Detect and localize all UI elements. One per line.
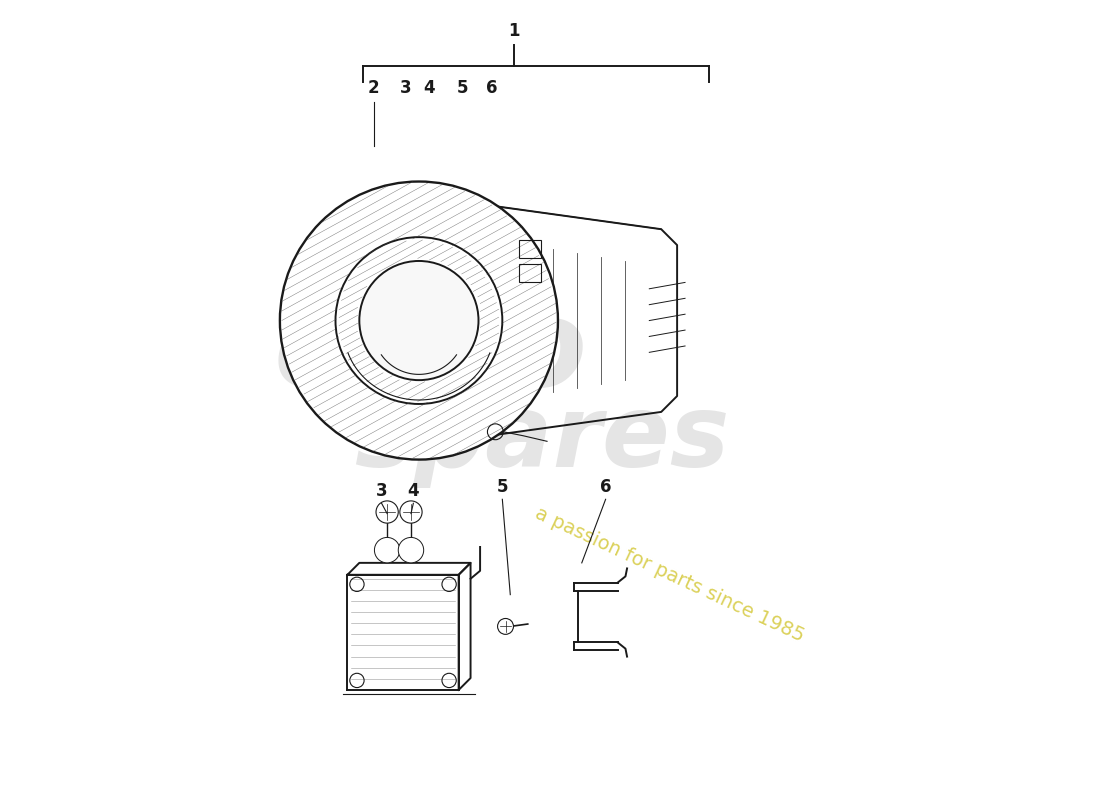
Text: 6: 6: [486, 78, 498, 97]
Text: euro: euro: [274, 294, 587, 411]
Circle shape: [360, 261, 478, 380]
Text: 5: 5: [456, 78, 469, 97]
Circle shape: [374, 538, 400, 563]
Bar: [519, 240, 541, 258]
Text: 2: 2: [367, 78, 380, 97]
Text: 3: 3: [376, 482, 387, 500]
Bar: [519, 264, 541, 282]
Circle shape: [398, 538, 424, 563]
Circle shape: [336, 237, 503, 404]
Circle shape: [497, 618, 514, 634]
Text: a passion for parts since 1985: a passion for parts since 1985: [531, 504, 806, 646]
Circle shape: [279, 182, 558, 459]
Text: 1: 1: [508, 22, 520, 39]
Text: 4: 4: [424, 78, 436, 97]
Text: 5: 5: [496, 478, 508, 496]
Circle shape: [400, 501, 422, 523]
Text: 4: 4: [407, 482, 419, 500]
Text: 3: 3: [399, 78, 411, 97]
Circle shape: [376, 501, 398, 523]
Text: 6: 6: [600, 478, 612, 496]
Text: spares: spares: [354, 391, 729, 488]
